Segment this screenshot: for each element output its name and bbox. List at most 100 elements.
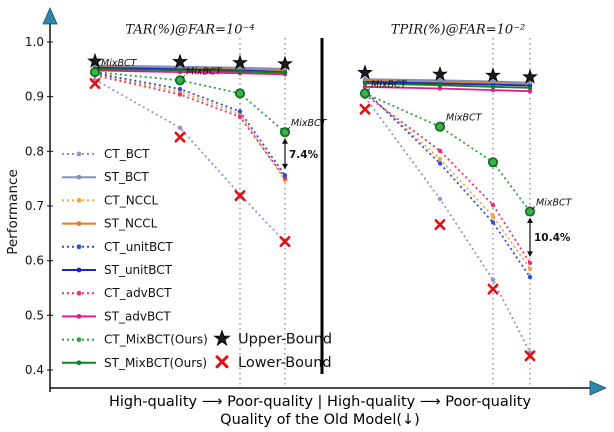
marker-CT_advBCT — [237, 114, 243, 120]
mixbct-annotation: MixBCT — [536, 197, 573, 208]
gap-arrow-head-down — [527, 251, 533, 257]
marker-CT_NCCL — [527, 266, 533, 272]
y-tick-label: 0.6 — [25, 254, 44, 268]
upper-bound-marker — [172, 53, 188, 69]
legend-label: CT_NCCL — [104, 193, 158, 207]
series-line-ST_advBCT — [94, 69, 286, 76]
marker-ST_BCT — [490, 79, 496, 84]
x-axis-label-line2: Quality of the Old Model(↓) — [220, 412, 420, 428]
marker-ST_BCT — [527, 80, 533, 85]
series-line-ST_BCT — [364, 78, 531, 84]
upper-bound-marker — [277, 55, 293, 71]
marker-CT_NCCL — [437, 156, 443, 162]
series-line-ST_advBCT — [364, 85, 531, 93]
marker-CT_advBCT — [177, 92, 183, 97]
upper-bound-marker — [432, 66, 448, 81]
series-line-ST_MixBCT(Ours) — [94, 67, 286, 74]
series-line-CT_advBCT — [364, 93, 531, 264]
y-axis-arrowhead — [42, 7, 58, 25]
marker-ST_BCT — [362, 77, 368, 82]
legend-label: ST_MixBCT(Ours) — [104, 356, 207, 370]
marker-CT_BCT — [177, 125, 183, 130]
y-tick-label: 0.5 — [25, 308, 44, 322]
mixbct-callout-line — [96, 66, 101, 71]
marker-CT_unitBCT — [527, 274, 533, 280]
marker-ST_BCT — [437, 78, 443, 83]
upper-bound-marker — [522, 68, 538, 84]
right-panel-title: TPIR(%)@FAR=10⁻² — [390, 22, 526, 38]
upper-bound-marker — [87, 52, 103, 68]
legend-marker-sample — [76, 151, 82, 157]
lower-bound-marker — [174, 131, 186, 143]
lower-bound-marker — [434, 219, 446, 231]
mixbct-annotation: MixBCT — [186, 66, 223, 77]
lower-bound-marker — [487, 283, 499, 295]
legend-marker-sample — [76, 244, 82, 250]
y-tick-label: 0.9 — [25, 90, 44, 104]
legend-label: CT_MixBCT(Ours) — [104, 333, 208, 347]
legend-marker-sample — [76, 221, 82, 227]
marker-ST_MixBCT(Ours) — [437, 83, 443, 88]
series-line-CT_NCCL — [364, 91, 531, 270]
marker-CT_BCT — [437, 196, 443, 202]
mixbct-annotation: MixBCT — [446, 113, 483, 124]
gap-arrow-head-down — [282, 163, 288, 170]
legend-label: ST_NCCL — [104, 217, 158, 231]
marker-ST_MixBCT(Ours) — [237, 69, 243, 74]
lower-bound-marker — [234, 190, 246, 202]
legend-lower-bound-label: Lower-Bound — [238, 355, 332, 371]
upper-bound-marker — [232, 54, 248, 70]
marker-ST_advBCT — [362, 84, 368, 90]
mixbct-callout-line — [181, 74, 186, 79]
marker-ST_advBCT — [527, 89, 533, 94]
series-line-ST_unitBCT — [364, 81, 531, 87]
series-line-CT_BCT — [94, 78, 286, 243]
marker-CT_NCCL — [490, 214, 496, 219]
y-tick-label: 0.4 — [25, 363, 44, 377]
gap-percentage-label: 7.4% — [289, 149, 319, 161]
gap-arrow-head-up — [282, 138, 288, 144]
legend-marker-sample — [76, 337, 82, 342]
mixbct-callout-line — [286, 126, 291, 131]
mixbct-annotation: MixBCT — [371, 79, 408, 90]
series-line-ST_BCT — [94, 64, 286, 70]
lower-bound-marker — [89, 78, 101, 90]
series-line-CT_NCCL — [94, 73, 286, 181]
series-line-CT_unitBCT — [364, 90, 531, 278]
marker-ST_advBCT — [490, 87, 496, 93]
y-tick-label: 1.0 — [25, 35, 44, 49]
marker-CT_unitBCT — [437, 161, 443, 166]
x-axis-arrowhead — [589, 380, 607, 396]
legend-label: CT_advBCT — [104, 286, 172, 300]
gap-arrow-head-up — [527, 217, 533, 223]
y-axis-label: Performance — [5, 169, 21, 255]
legend-label: ST_advBCT — [104, 309, 171, 323]
legend-marker-sample — [76, 360, 82, 366]
series-line-CT_MixBCT(Ours) — [94, 71, 286, 133]
marker-ST_MixBCT(Ours) — [177, 68, 183, 73]
marker-CT_unitBCT — [282, 173, 288, 178]
marker-CT_unitBCT — [177, 86, 183, 92]
x-axis-label-line1: High-quality ⟶ Poor-quality | High-quali… — [108, 394, 532, 410]
lower-bound-marker — [279, 236, 291, 248]
legend-label: ST_BCT — [104, 170, 149, 184]
series-line-ST_NCCL — [94, 65, 286, 72]
legend-marker-sample — [76, 174, 82, 180]
series-line-CT_BCT — [364, 96, 531, 353]
lower-bound-marker — [524, 350, 536, 362]
mixbct-annotation: MixBCT — [101, 58, 138, 69]
upper-bound-marker — [485, 67, 501, 82]
gap-percentage-label: 10.4% — [534, 232, 571, 244]
marker-CT_unitBCT — [237, 109, 243, 114]
series-line-ST_MixBCT(Ours) — [364, 82, 531, 89]
legend-label: CT_BCT — [104, 147, 150, 161]
mixbct-callout-line — [531, 206, 536, 210]
series-line-ST_NCCL — [364, 79, 531, 85]
marker-ST_MixBCT(Ours) — [527, 85, 533, 91]
marker-ST_MixBCT(Ours) — [282, 70, 288, 75]
legend-label: ST_unitBCT — [104, 263, 173, 277]
left-panel-title: TAR(%)@FAR=10⁻⁴ — [125, 22, 255, 38]
legend-marker-sample — [76, 314, 82, 319]
legend-lower-bound-x — [215, 355, 229, 369]
